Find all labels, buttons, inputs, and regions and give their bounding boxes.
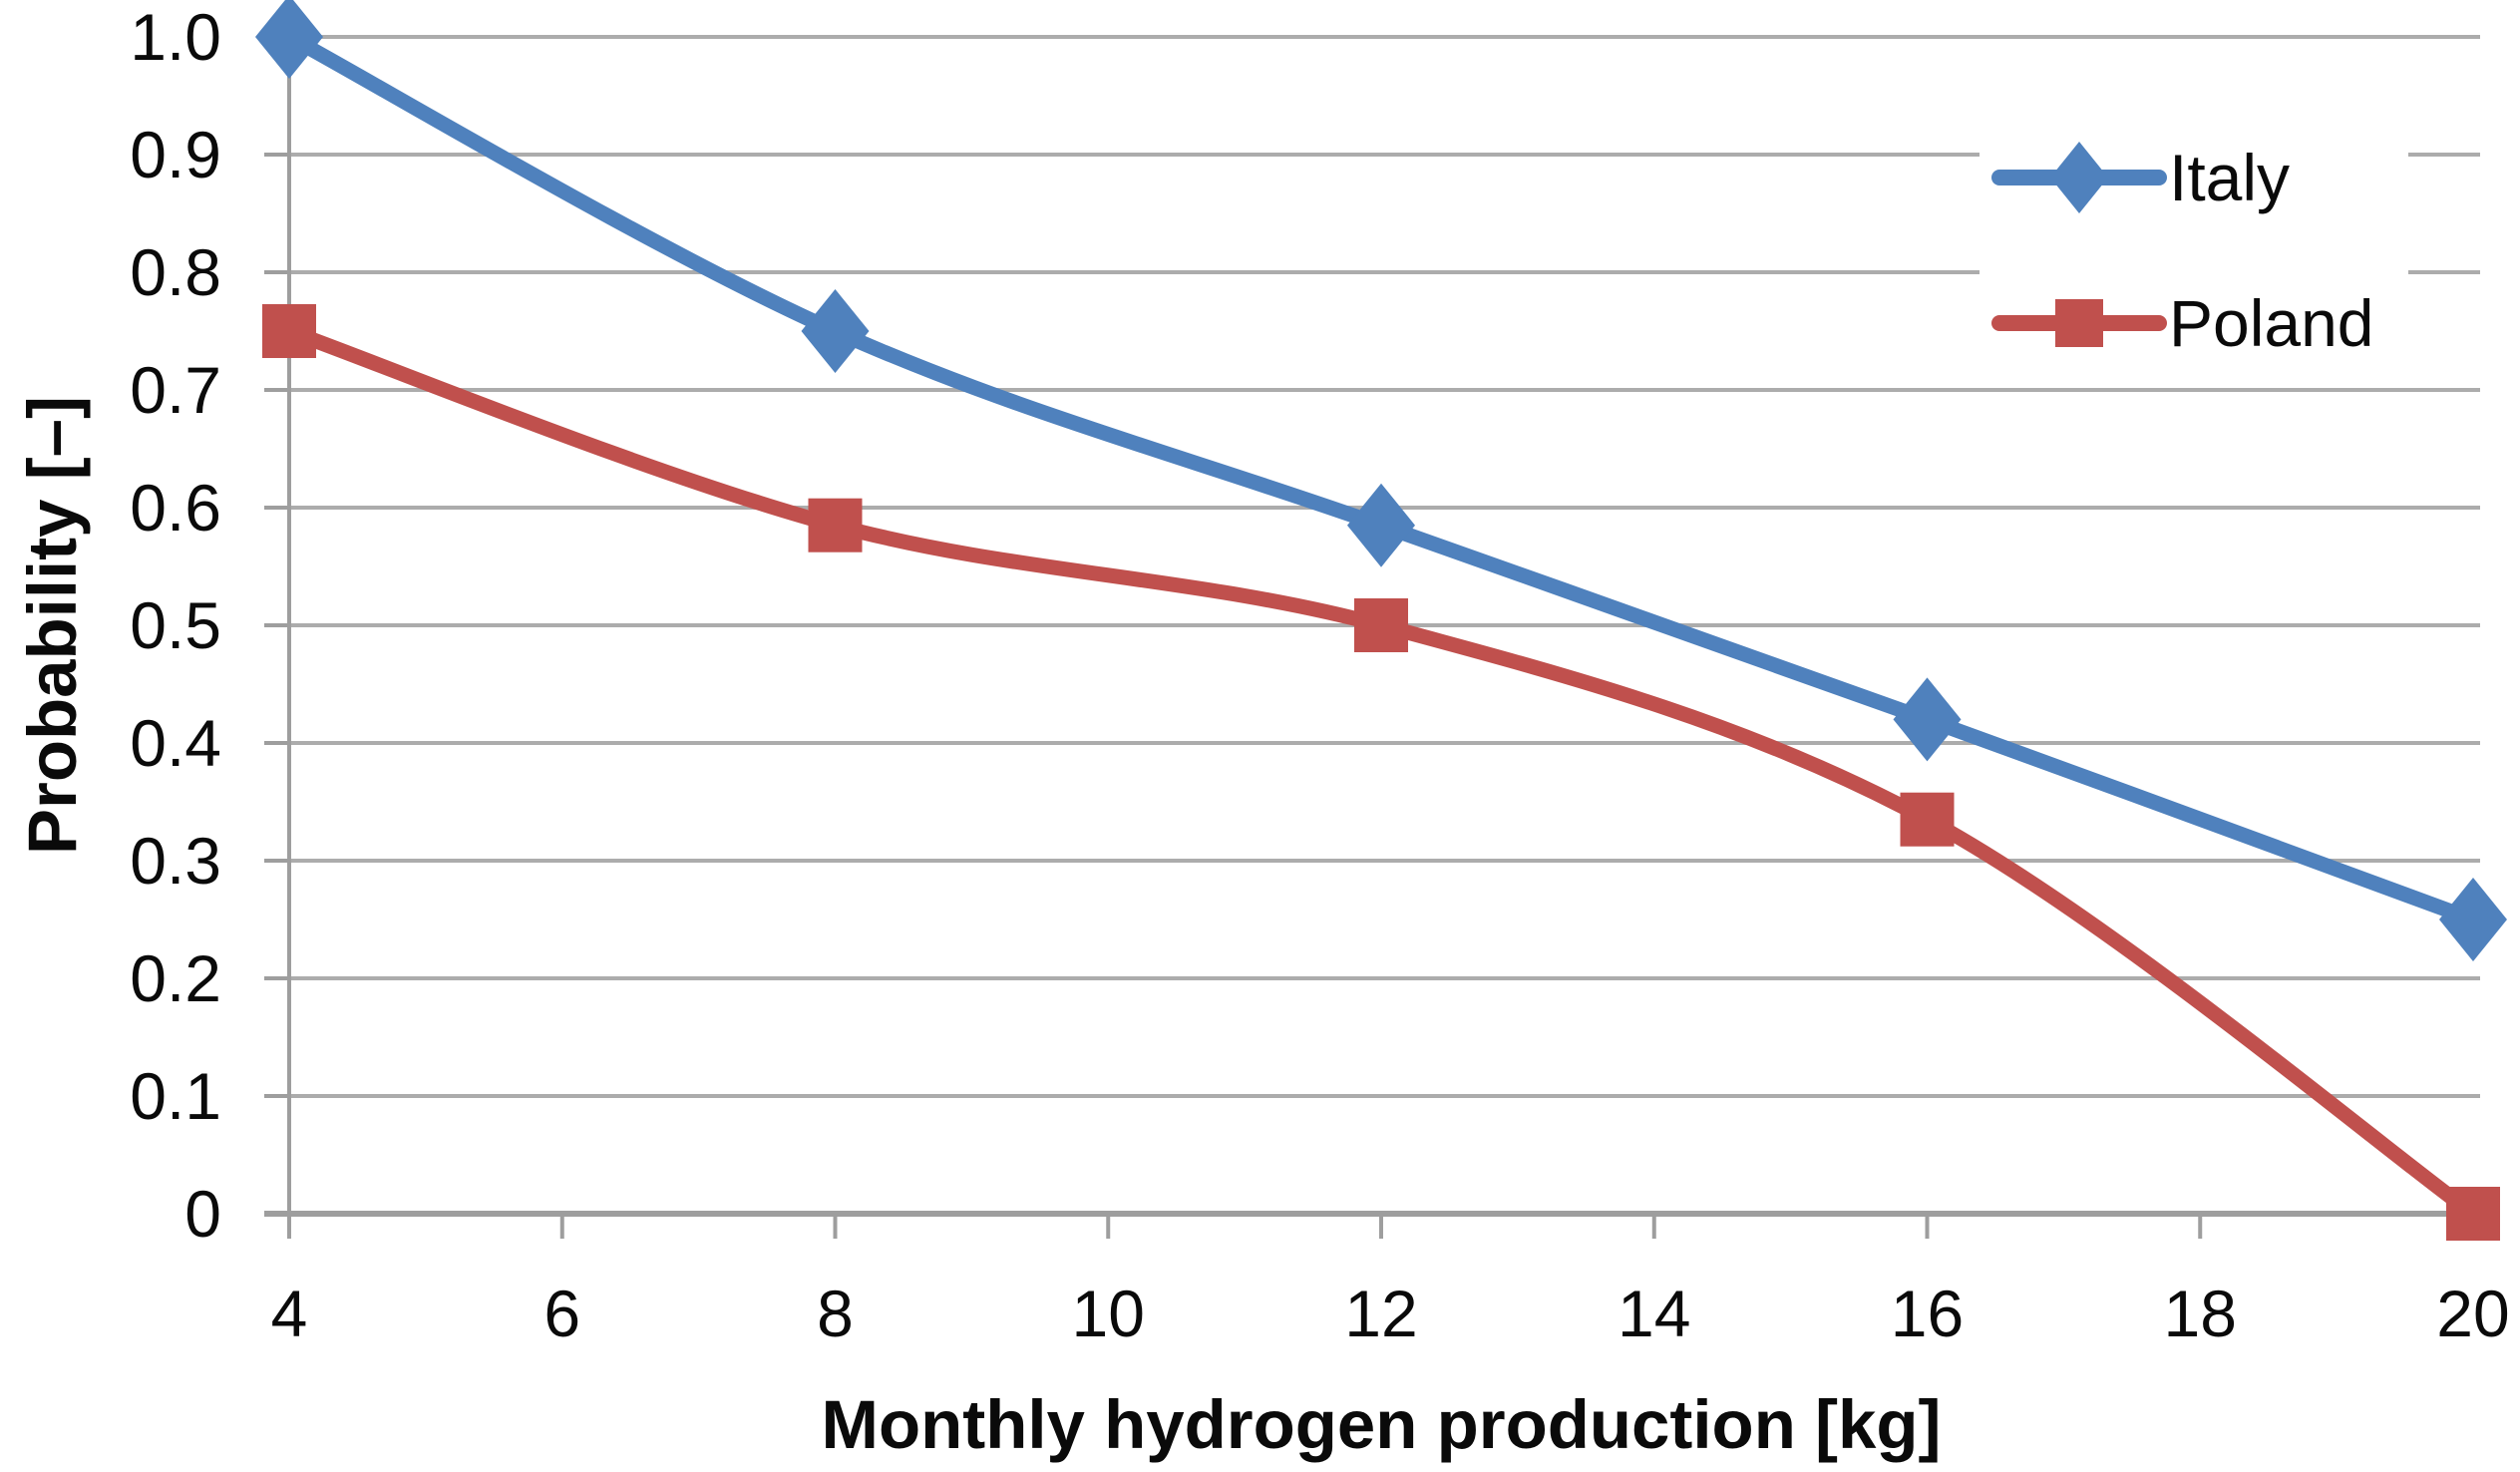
y-tick-label: 0.7	[130, 353, 221, 427]
legend-background	[1980, 95, 2408, 354]
marker-diamond-italy	[1347, 483, 1415, 567]
y-tick-label: 0.1	[130, 1059, 221, 1133]
marker-square-poland	[808, 498, 863, 552]
legend-marker-square	[2055, 299, 2103, 347]
x-tick-label: 18	[2164, 1277, 2237, 1350]
marker-diamond-italy	[801, 289, 870, 373]
axis-tick-labels: 1.0 0.9 0.8 0.7 0.6 0.5 0.4 0.3 0.2 0.1 04 6 8 10 12 14…	[130, 0, 2509, 1350]
y-tick-label: 0.6	[130, 471, 221, 545]
legend-label-italy: Italy	[2169, 141, 2290, 214]
legend-label-poland: Poland	[2169, 286, 2374, 360]
x-tick-label: 10	[1072, 1277, 1145, 1350]
x-tick-label: 14	[1618, 1277, 1690, 1350]
x-tick-label: 4	[271, 1277, 308, 1350]
series-lines-and-markers	[255, 0, 2507, 1241]
y-tick-label: 0.2	[130, 941, 221, 1015]
marker-diamond-italy	[1893, 677, 1962, 762]
x-tick-label: 16	[1891, 1277, 1964, 1350]
marker-diamond-italy	[255, 0, 323, 79]
x-tick-label: 8	[817, 1277, 854, 1350]
y-axis-title: Probability [–]	[14, 396, 91, 855]
marker-square-poland	[1900, 792, 1955, 847]
legend-markers	[1991, 142, 2167, 347]
marker-square-poland	[2446, 1187, 2500, 1241]
y-tick-label: 0	[184, 1177, 221, 1251]
marker-diamond-italy	[2439, 878, 2507, 961]
x-tick-label: 12	[1344, 1277, 1417, 1350]
y-tick-label: 0.5	[130, 588, 221, 662]
y-tick-label: 0.4	[130, 706, 221, 780]
x-tick-label: 20	[2436, 1277, 2509, 1350]
gridlines-and-axes	[264, 35, 2480, 1239]
x-tick-label: 6	[543, 1277, 580, 1350]
marker-square-poland	[1354, 598, 1408, 652]
y-tick-label: 0.9	[130, 118, 221, 191]
series-line-poland	[281, 323, 2481, 1222]
y-tick-label: 1.0	[130, 0, 221, 74]
legend-marker-diamond	[2050, 142, 2108, 213]
marker-square-poland	[262, 304, 316, 358]
y-tick-label: 0.3	[130, 824, 221, 898]
x-axis-title: Monthly hydrogen production [kg]	[821, 1386, 1941, 1463]
y-tick-label: 0.8	[130, 235, 221, 309]
